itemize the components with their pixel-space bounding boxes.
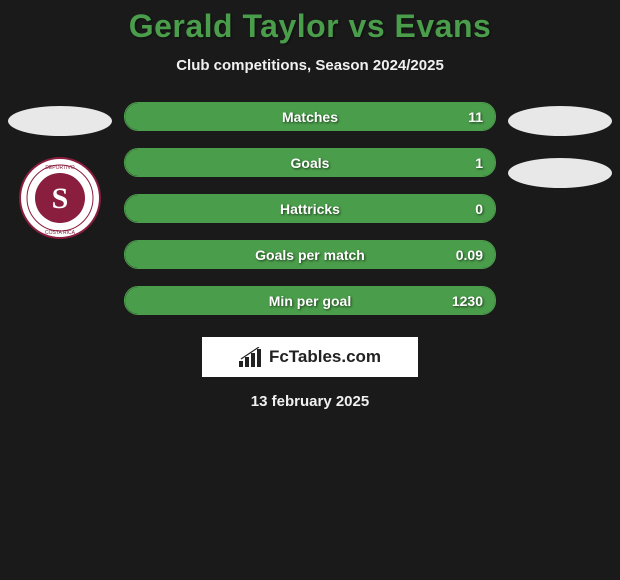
player-photo-placeholder [8, 106, 112, 136]
stat-bar: Min per goal 1230 [124, 286, 496, 315]
bars-icon [239, 347, 265, 367]
stat-value: 11 [468, 109, 483, 125]
date-text: 13 february 2025 [251, 393, 369, 410]
svg-text:DEPORTIVO: DEPORTIVO [45, 165, 74, 171]
stat-label: Hattricks [280, 201, 340, 217]
main-row: S DEPORTIVO COSTA RICA Matches 11 Goals 1 Ha… [0, 102, 620, 315]
stat-label: Matches [282, 109, 338, 125]
club-crest: S DEPORTIVO COSTA RICA [18, 156, 102, 245]
stat-bar: Hattricks 0 [124, 194, 496, 223]
comparison-card: Gerald Taylor vs Evans Club competitions… [0, 0, 620, 410]
page-title: Gerald Taylor vs Evans [129, 8, 492, 45]
stat-label: Goals per match [255, 247, 365, 263]
subtitle: Club competitions, Season 2024/2025 [176, 57, 444, 74]
brand-badge[interactable]: FcTables.com [202, 337, 418, 377]
brand-text: FcTables.com [269, 347, 381, 367]
svg-text:COSTA RICA: COSTA RICA [45, 230, 76, 236]
crest-icon: S DEPORTIVO COSTA RICA [18, 156, 102, 240]
stat-bar: Matches 11 [124, 102, 496, 131]
stat-value: 0.09 [456, 247, 483, 263]
club-crest-placeholder [508, 158, 612, 188]
right-player-col [500, 102, 620, 188]
stats-column: Matches 11 Goals 1 Hattricks 0 Goals per match… [120, 102, 500, 315]
svg-text:S: S [52, 182, 69, 215]
stat-value: 1 [475, 155, 483, 171]
stat-bar: Goals per match 0.09 [124, 240, 496, 269]
player-photo-placeholder [508, 106, 612, 136]
stat-label: Goals [291, 155, 330, 171]
stat-value: 0 [475, 201, 483, 217]
left-player-col: S DEPORTIVO COSTA RICA [0, 102, 120, 245]
stat-bar: Goals 1 [124, 148, 496, 177]
stat-value: 1230 [452, 293, 483, 309]
stat-label: Min per goal [269, 293, 351, 309]
